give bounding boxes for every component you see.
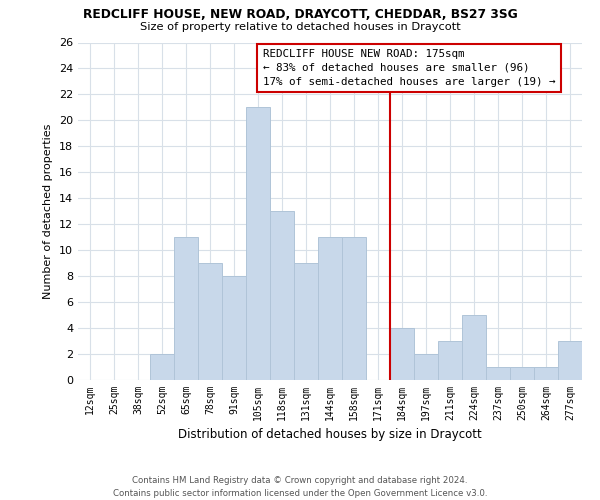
Bar — [486, 367, 510, 380]
Bar — [342, 237, 366, 380]
Bar — [558, 341, 582, 380]
Text: Contains HM Land Registry data © Crown copyright and database right 2024.
Contai: Contains HM Land Registry data © Crown c… — [113, 476, 487, 498]
Bar — [438, 341, 462, 380]
Bar — [414, 354, 438, 380]
Bar — [222, 276, 246, 380]
Bar — [270, 211, 294, 380]
Bar — [246, 108, 270, 380]
X-axis label: Distribution of detached houses by size in Draycott: Distribution of detached houses by size … — [178, 428, 482, 442]
Bar — [462, 315, 486, 380]
Bar — [294, 263, 318, 380]
Y-axis label: Number of detached properties: Number of detached properties — [43, 124, 53, 299]
Bar — [390, 328, 414, 380]
Bar — [318, 237, 342, 380]
Bar — [198, 263, 222, 380]
Bar — [150, 354, 174, 380]
Bar — [534, 367, 558, 380]
Text: REDCLIFF HOUSE NEW ROAD: 175sqm
← 83% of detached houses are smaller (96)
17% of: REDCLIFF HOUSE NEW ROAD: 175sqm ← 83% of… — [263, 49, 556, 87]
Bar — [510, 367, 534, 380]
Bar — [174, 237, 198, 380]
Text: Size of property relative to detached houses in Draycott: Size of property relative to detached ho… — [140, 22, 460, 32]
Text: REDCLIFF HOUSE, NEW ROAD, DRAYCOTT, CHEDDAR, BS27 3SG: REDCLIFF HOUSE, NEW ROAD, DRAYCOTT, CHED… — [83, 8, 517, 20]
